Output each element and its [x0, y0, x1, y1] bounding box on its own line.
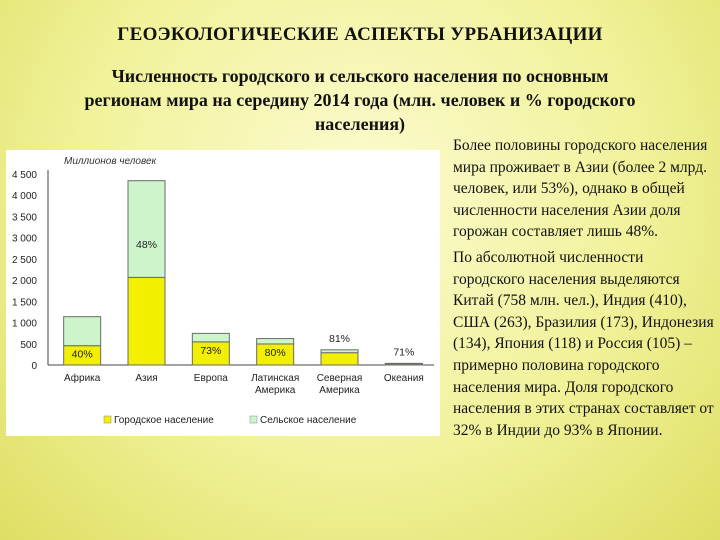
- subtitle-line-3: населения): [314, 114, 406, 134]
- y-tick-label: 1 000: [12, 319, 37, 330]
- chart-subtitle: Численность городского и сельского насел…: [0, 64, 720, 136]
- paragraph-asia: Более половины городского населения мира…: [453, 137, 708, 241]
- legend-swatch-urban: [103, 415, 112, 424]
- y-tick-label: 1 500: [12, 297, 37, 308]
- data-label: 71%: [393, 346, 414, 358]
- y-tick-label: 2 000: [12, 276, 37, 287]
- data-label: 81%: [329, 333, 350, 345]
- legend-swatch-rural: [249, 415, 258, 424]
- category-label: Европа: [194, 373, 229, 384]
- chart-panel: Миллионов человек 0 500 1 000 1 500 2 000 2 50…: [6, 150, 440, 436]
- stacked-bar-chart: Миллионов человек 0 500 1 000 1 500 2 000 2 50…: [12, 156, 434, 426]
- y-tick-label: 2 500: [12, 255, 37, 266]
- category-label: Африка: [64, 372, 101, 384]
- y-tick-label: 0: [31, 361, 37, 372]
- category-label: Северная: [317, 373, 363, 384]
- category-label: Америка: [255, 385, 296, 396]
- category-label: Америка: [319, 385, 360, 396]
- bar-urban: [127, 276, 166, 366]
- legend-label-rural: Сельское население: [260, 415, 357, 426]
- data-label: 40%: [72, 349, 93, 361]
- slide-title: ГЕОЭКОЛОГИЧЕСКИЕ АСПЕКТЫ УРБАНИЗАЦИИ: [117, 24, 603, 45]
- y-tick-label: 4 500: [12, 170, 37, 181]
- paragraph-countries: По абсолютной численности городского нас…: [453, 248, 714, 439]
- y-tick-label: 4 000: [12, 191, 37, 202]
- category-label: Океания: [384, 373, 424, 384]
- category-label: Латинская: [251, 373, 299, 384]
- y-tick-label: 500: [20, 340, 37, 351]
- text-panel: Более половины городского населения мира…: [453, 135, 715, 441]
- y-tick-label: 3 500: [12, 212, 37, 223]
- data-label: 80%: [265, 347, 286, 359]
- data-label: 48%: [136, 239, 157, 251]
- bar-urban: [320, 352, 359, 366]
- subtitle-line-2: регионам мира на середину 2014 года (млн…: [84, 90, 636, 110]
- legend-label-urban: Городское население: [114, 415, 214, 426]
- subtitle-line-1: Численность городского и сельского насел…: [111, 66, 609, 86]
- bar-rural: [191, 332, 230, 343]
- y-axis-label: Миллионов человек: [64, 156, 158, 167]
- data-label: 73%: [200, 345, 221, 357]
- bar-rural: [320, 349, 359, 354]
- bar-rural: [127, 180, 166, 278]
- bar-rural: [63, 316, 102, 347]
- y-tick-label: 3 000: [12, 234, 37, 245]
- category-label: Азия: [135, 373, 157, 384]
- bar-rural: [256, 338, 295, 345]
